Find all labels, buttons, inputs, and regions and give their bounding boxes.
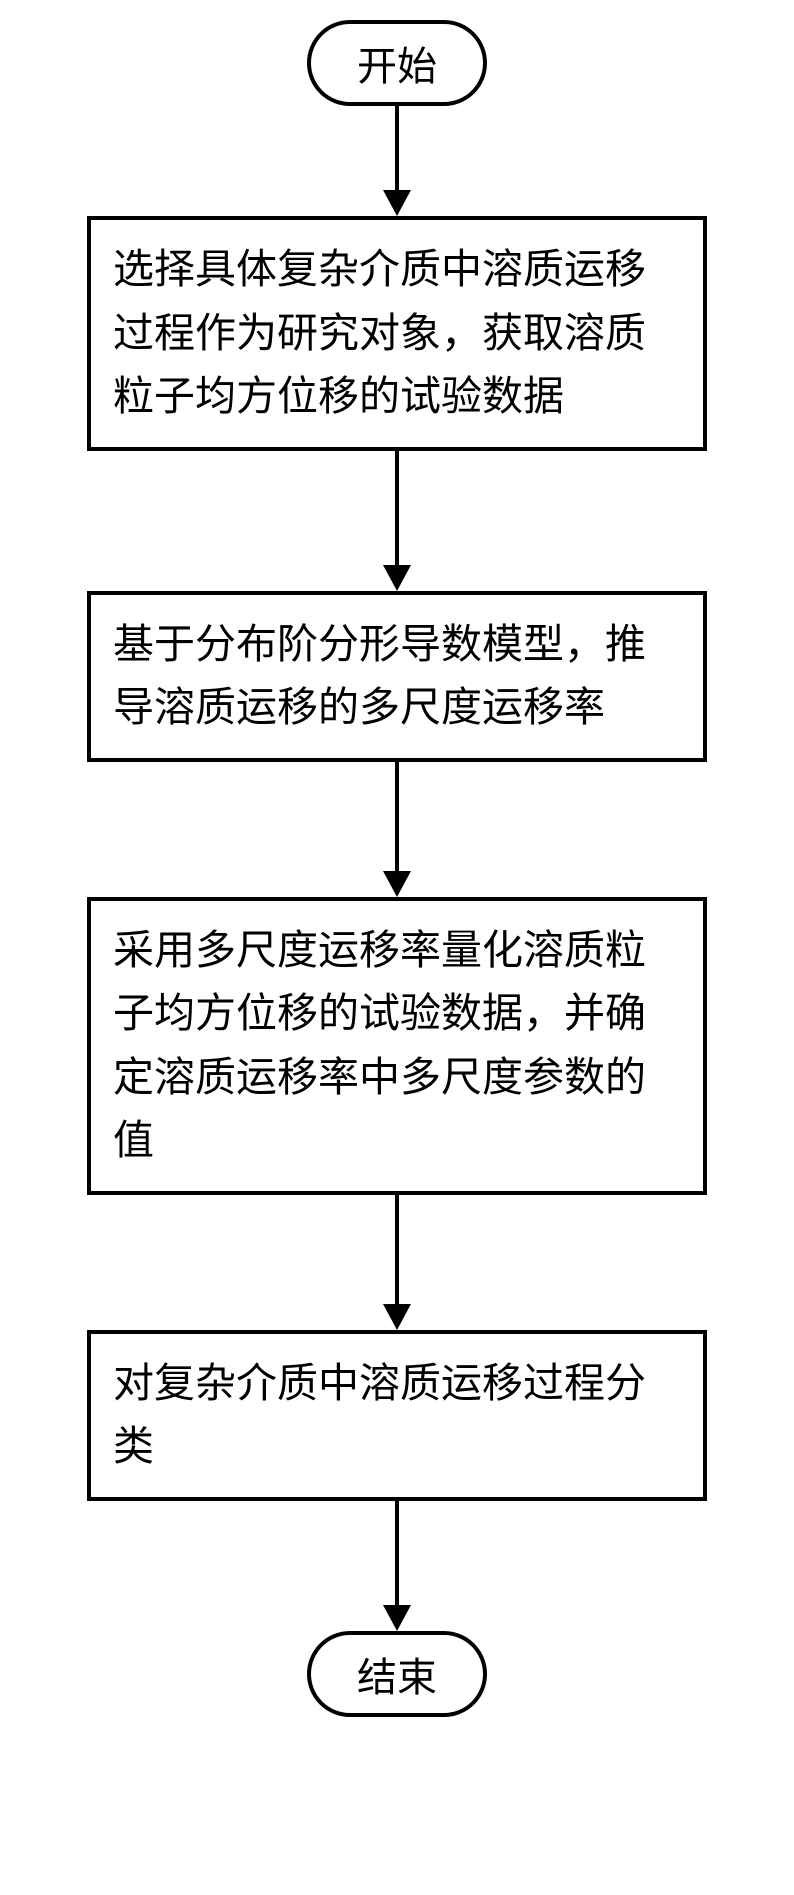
arrow-head-icon bbox=[383, 1605, 411, 1631]
process-step-2: 基于分布阶分形导数模型，推导溶质运移的多尺度运移率 bbox=[87, 591, 707, 762]
process-step-4-label: 对复杂介质中溶质运移过程分类 bbox=[113, 1360, 646, 1470]
process-step-4: 对复杂介质中溶质运移过程分类 bbox=[87, 1330, 707, 1501]
arrow-1 bbox=[383, 451, 411, 591]
arrow-2 bbox=[383, 762, 411, 897]
process-step-2-label: 基于分布阶分形导数模型，推导溶质运移的多尺度运移率 bbox=[113, 621, 646, 731]
arrow-head-icon bbox=[383, 565, 411, 591]
process-step-3-label: 采用多尺度运移率量化溶质粒子均方位移的试验数据，并确定溶质运移率中多尺度参数的值 bbox=[113, 927, 646, 1164]
arrow-shaft bbox=[395, 106, 399, 191]
arrow-head-icon bbox=[383, 190, 411, 216]
process-step-1-label: 选择具体复杂介质中溶质运移过程作为研究对象，获取溶质粒子均方位移的试验数据 bbox=[113, 246, 646, 419]
end-terminal: 结束 bbox=[307, 1631, 487, 1717]
flowchart-container: 开始 选择具体复杂介质中溶质运移过程作为研究对象，获取溶质粒子均方位移的试验数据… bbox=[0, 20, 794, 1717]
arrow-4 bbox=[383, 1501, 411, 1631]
arrow-3 bbox=[383, 1195, 411, 1330]
arrow-shaft bbox=[395, 1501, 399, 1606]
start-label: 开始 bbox=[357, 44, 437, 89]
process-step-1: 选择具体复杂介质中溶质运移过程作为研究对象，获取溶质粒子均方位移的试验数据 bbox=[87, 216, 707, 451]
arrow-shaft bbox=[395, 762, 399, 872]
arrow-0 bbox=[383, 106, 411, 216]
arrow-shaft bbox=[395, 451, 399, 566]
arrow-head-icon bbox=[383, 871, 411, 897]
start-terminal: 开始 bbox=[307, 20, 487, 106]
process-step-3: 采用多尺度运移率量化溶质粒子均方位移的试验数据，并确定溶质运移率中多尺度参数的值 bbox=[87, 897, 707, 1195]
arrow-head-icon bbox=[383, 1304, 411, 1330]
end-label: 结束 bbox=[357, 1655, 437, 1700]
arrow-shaft bbox=[395, 1195, 399, 1305]
